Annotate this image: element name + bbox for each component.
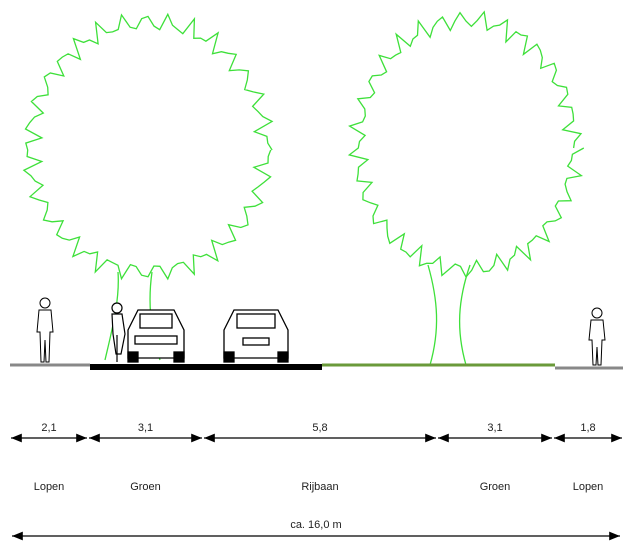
dimensions: 2,1 Lopen 3,1 Groen 5,8 Rijbaan 3,1 Groen 1,8 Lop… (10, 422, 622, 493)
segment-name: Groen (480, 481, 511, 493)
segment-width: 3,1 (138, 422, 153, 434)
tree-crown (22, 12, 274, 281)
tree-trunk (427, 264, 471, 366)
segment-name: Lopen (34, 481, 65, 493)
segment-width: 1,8 (580, 422, 595, 434)
segment-name: Groen (130, 481, 161, 493)
cyclist (111, 302, 126, 362)
total-label: ca. 16,0 m (290, 519, 341, 531)
pedestrian (36, 297, 54, 363)
car (127, 309, 185, 363)
segment-width: 5,8 (312, 422, 327, 434)
segment-width: 3,1 (487, 422, 502, 434)
car (223, 309, 289, 363)
tree-crown (347, 10, 585, 279)
trees (22, 10, 585, 366)
segment-name: Lopen (573, 481, 604, 493)
pedestrian (588, 307, 606, 366)
segment-width: 2,1 (41, 422, 56, 434)
segment-name: Rijbaan (301, 481, 338, 493)
